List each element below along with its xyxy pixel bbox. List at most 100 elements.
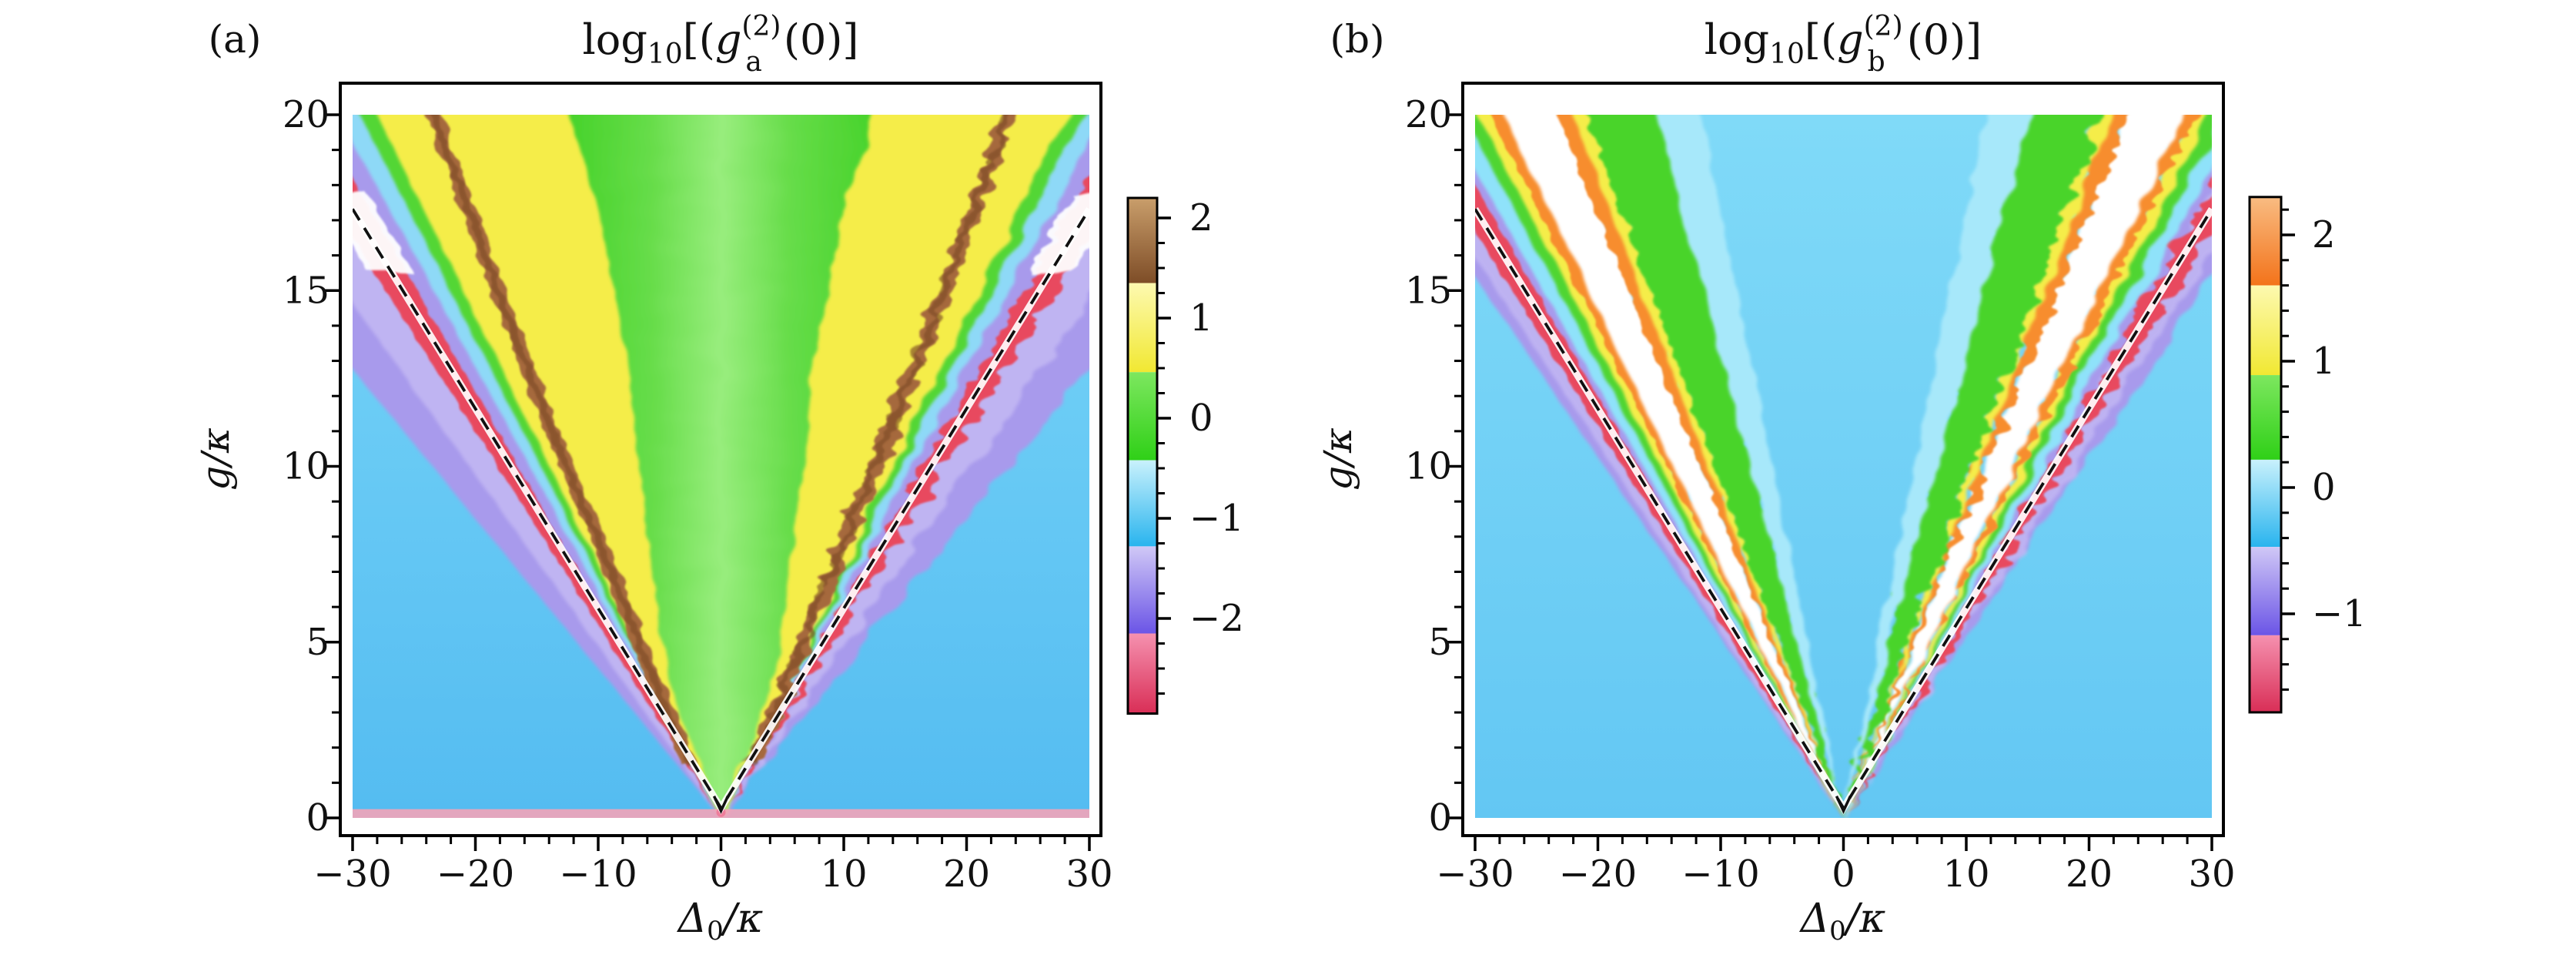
panel-b: (b) log10[(g(2) b (0)] −30 −20 −10 0 10 20 30051…: [1316, 11, 2367, 947]
y-tick-label: 5: [306, 621, 330, 664]
title-sub-10: 10: [647, 39, 683, 70]
wedge-yellow-inner: [1573, 115, 1844, 818]
wedge-white-wedge: [1503, 115, 1844, 818]
title-subscript: a: [745, 46, 761, 78]
wedge-cyan-strip: [721, 115, 1089, 818]
colorbar-tick-label: 2: [2312, 213, 2336, 256]
x-tick-label: −30: [1436, 853, 1514, 896]
panel-a-title: log10[(g(2) a (0)]: [583, 11, 859, 78]
wedge-orange-outer: [1843, 115, 2197, 818]
wedge-orange-inner: [1843, 115, 2131, 818]
wedge-green-inner: [1843, 115, 2102, 818]
title-g-symbol: g: [1837, 15, 1864, 64]
x-tick-label: 0: [709, 853, 733, 896]
title-sub-10: 10: [1769, 39, 1805, 70]
x-tick-label: 30: [1066, 853, 1112, 896]
title-log: log: [1705, 15, 1769, 64]
xlabel-per-kappa: /κ: [1842, 896, 1886, 942]
panel-a-label: (a): [209, 17, 262, 62]
title-open-bracket: [(: [1805, 15, 1837, 64]
x-tick-label: −30: [313, 853, 391, 896]
colorbar-band-brown: [1128, 198, 1157, 283]
wedge-green-center-cone: [569, 115, 873, 818]
colorbar-band-yellow: [2250, 285, 2281, 376]
xlabel-sub-0: 0: [1829, 916, 1846, 947]
axes-b: −30 −20 −10 0 10 20 30 0 5 10 15 20: [1405, 93, 2236, 896]
title-superscript: (2): [741, 11, 781, 42]
colorbar-tick-label: 0: [2312, 466, 2336, 509]
wedge-green-strip: [721, 115, 1082, 818]
colorbar-band-pink: [2250, 635, 2281, 712]
colorbar-tick-label: 1: [1189, 297, 1213, 340]
heatmap-b: [1475, 115, 2212, 818]
colorbar-b: 2 1 0 −1: [2248, 196, 2367, 714]
panel-a-ylabel: g/κ: [193, 427, 238, 491]
x-tick-label: −10: [1681, 853, 1759, 896]
x-tick-label: 20: [2066, 853, 2113, 896]
x-tick-label: 0: [1832, 853, 1855, 896]
y-tick-label: 20: [1405, 93, 1452, 136]
xlabel-sub-0: 0: [707, 916, 724, 947]
title-subscript: b: [1868, 46, 1885, 78]
wedge-green-inner: [1585, 115, 1844, 818]
colorbar-band-yellow: [1128, 283, 1157, 373]
wedge-orange-inner: [1556, 115, 1844, 818]
colorbar-tick-label: −2: [1189, 597, 1244, 640]
colorbar-band-orange: [2250, 196, 2281, 286]
wedge-yellow-inner: [1843, 115, 2114, 818]
title-close: (0)]: [784, 15, 859, 64]
y-tick-label: 5: [1428, 621, 1452, 664]
panel-a: (a) log10[(g(2) a (0)] −30 −20 −10 0 10 20 30051…: [193, 11, 1244, 947]
wedge-green-strip: [360, 115, 721, 818]
wedge-brown-ridge-core: [748, 115, 1012, 766]
colorbar-tick-label: 1: [2312, 340, 2336, 383]
wedge-green-strip: [1475, 115, 1844, 818]
axes-a: −30 −20 −10 0 10 20 30 0 5 10 15 20: [283, 93, 1113, 896]
colorbar-border: [1126, 196, 1159, 715]
x-tick-label: 30: [2188, 853, 2235, 896]
colorbar-band-green: [1128, 372, 1157, 461]
title-close: (0)]: [1907, 15, 1982, 64]
title-open-bracket: [(: [683, 15, 715, 64]
panel-b-xlabel: Δ0/κ: [1799, 896, 1886, 947]
x-tick-label: −20: [1559, 853, 1637, 896]
y-tick-label: 20: [283, 93, 330, 136]
white-patch: [1029, 195, 1089, 273]
panel-b-ylabel: g/κ: [1316, 427, 1360, 491]
xlabel-delta: Δ: [677, 896, 708, 942]
colorbar-band-cyan: [2250, 459, 2281, 548]
title-superscript: (2): [1864, 11, 1903, 42]
y-tick-label: 0: [306, 796, 330, 839]
colorbar-band-cyan: [1128, 460, 1157, 547]
heatmap-a: [353, 115, 1089, 818]
wedge-brown-ridge-core: [430, 115, 694, 766]
y-tick-label: 15: [283, 269, 330, 312]
colorbar-tick-label: 0: [1189, 397, 1213, 440]
wedge-white-wedge: [1843, 115, 2184, 818]
colorbar-a: 2 1 0 −1 −2: [1126, 196, 1244, 715]
wedge-cyan-blend: [1843, 115, 2030, 818]
x-tick-label: −20: [437, 853, 514, 896]
colorbar-border: [2248, 196, 2283, 714]
x-tick-label: −10: [559, 853, 637, 896]
title-log: log: [583, 15, 647, 64]
xlabel-per-kappa: /κ: [720, 896, 764, 942]
wedge-yellow-strip: [1477, 115, 1844, 818]
y-tick-label: 15: [1405, 269, 1452, 312]
colorbar-band-green: [2250, 375, 2281, 460]
xlabel-delta: Δ: [1799, 896, 1830, 942]
colorbar-tick-label: 2: [1189, 196, 1213, 240]
wedge-yellow-strip: [1843, 115, 2210, 818]
panel-b-title: log10[(g(2) b (0)]: [1705, 11, 1982, 78]
wedge-orange-outer: [1490, 115, 1844, 818]
dashed-line-apex-chevron: [1835, 795, 1852, 814]
x-tick-label: 10: [1942, 853, 1989, 896]
colorbar-tick-label: −1: [1189, 497, 1244, 540]
colorbar-tick-label: −1: [2312, 592, 2367, 635]
x-tick-label: 10: [820, 853, 867, 896]
wedge-yellow-band: [376, 115, 721, 818]
y-tick-label: 0: [1428, 796, 1452, 839]
wedge-cyan-strip: [353, 115, 721, 818]
y-tick-label: 10: [1405, 445, 1452, 488]
